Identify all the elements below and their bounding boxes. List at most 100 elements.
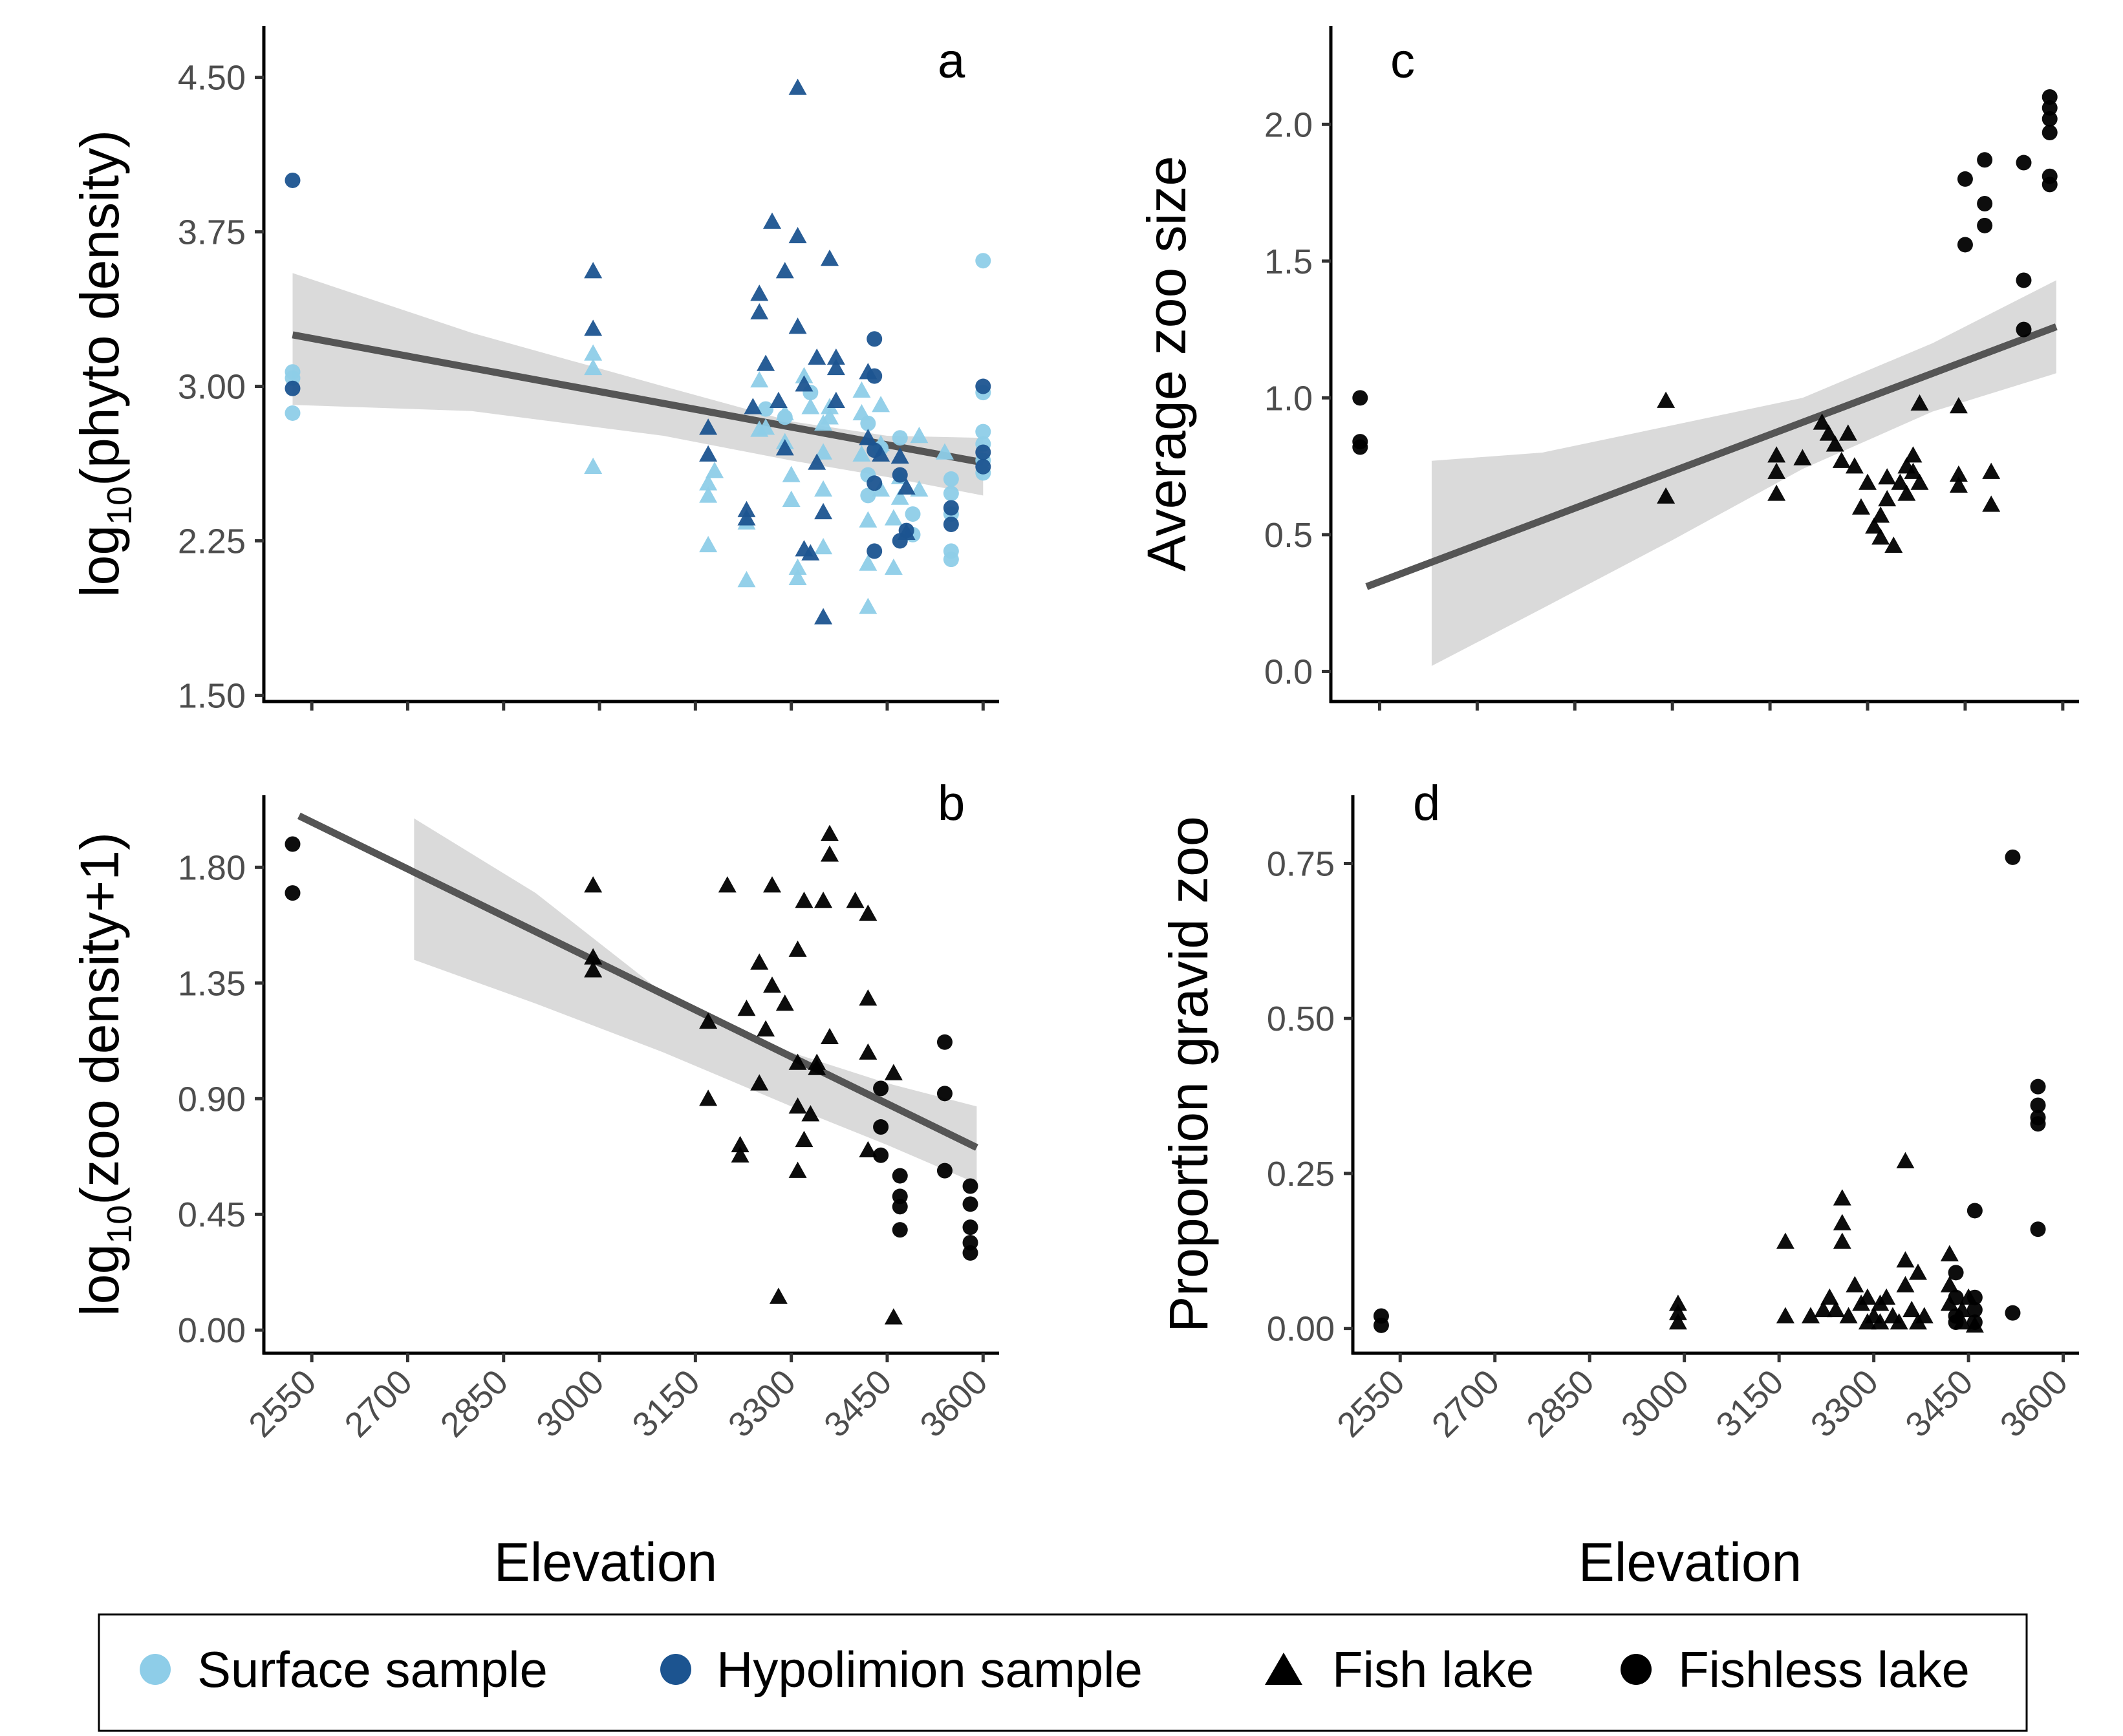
- point-fish-triangle: [1776, 1232, 1794, 1249]
- point-fish-triangle: [750, 953, 769, 970]
- point-fishless-circle: [1977, 152, 1993, 168]
- point-fish-triangle: [1902, 1300, 1921, 1318]
- point-hypolimnion-triangle: [699, 445, 718, 462]
- point-hypolimnion-circle: [867, 475, 883, 491]
- point-surface-triangle: [757, 418, 775, 435]
- point-fish-triangle: [1884, 536, 1903, 553]
- legend-label: Surface sample: [197, 1641, 548, 1698]
- point-surface-triangle: [859, 597, 878, 614]
- point-hypolimnion-triangle: [872, 445, 890, 462]
- point-fish-triangle: [788, 940, 807, 957]
- point-fish-triangle: [1846, 1276, 1864, 1292]
- x-axis-title: Elevation: [1579, 1532, 1802, 1592]
- point-surface-triangle: [814, 443, 833, 460]
- point-hypolimnion-triangle: [890, 447, 909, 464]
- point-fish-triangle: [788, 1053, 807, 1070]
- point-surface-triangle: [775, 403, 794, 421]
- point-hypolimnion-triangle: [897, 478, 916, 495]
- point-fish-triangle: [757, 1020, 775, 1037]
- point-hypolimnion-triangle: [750, 284, 769, 301]
- y-axis-title: log10(phyto density): [69, 130, 139, 597]
- point-surface-triangle: [801, 398, 820, 414]
- point-fish-triangle: [859, 989, 878, 1006]
- point-fish-triangle: [859, 1043, 878, 1060]
- point-surface-circle: [975, 423, 991, 440]
- point-fish-triangle: [814, 892, 833, 908]
- point-fishless-circle: [2042, 125, 2058, 140]
- point-fish-triangle: [884, 1308, 903, 1325]
- point-fish-triangle: [1767, 484, 1786, 501]
- point-fish-triangle: [763, 976, 782, 993]
- point-hypolimnion-triangle: [775, 439, 794, 456]
- point-fish-triangle: [788, 1097, 807, 1114]
- point-surface-circle: [860, 488, 876, 504]
- panels-group: 1.50 2.25 3.00 3.75 4.50 log10(phyto density)…: [69, 26, 2079, 1592]
- point-hypolimnion-triangle: [788, 78, 807, 95]
- point-fish-triangle: [1858, 1288, 1877, 1305]
- y-tick-label: 4.50: [178, 59, 246, 98]
- point-hypolimnion-triangle: [808, 453, 826, 470]
- point-surface-circle: [943, 552, 959, 568]
- point-fish-triangle: [801, 1105, 820, 1122]
- point-fishless-circle: [2030, 1116, 2046, 1132]
- point-fish-triangle: [1813, 413, 1831, 430]
- point-fish-triangle: [1668, 1313, 1687, 1330]
- point-fishless-circle: [892, 1222, 908, 1238]
- point-surface-circle: [975, 253, 991, 269]
- point-hypolimnion-triangle: [763, 212, 782, 229]
- point-fish-triangle: [763, 876, 782, 893]
- point-fish-triangle: [718, 876, 737, 893]
- point-fish-triangle: [1965, 1316, 1984, 1333]
- point-fish-triangle: [1949, 397, 1968, 414]
- point-fish-triangle: [1838, 424, 1857, 441]
- point-fish-triangle: [1819, 424, 1838, 441]
- point-hypolimnion-circle: [975, 378, 991, 394]
- point-fish-triangle: [1896, 1152, 1915, 1168]
- point-surface-triangle: [910, 480, 929, 497]
- point-hypolimnion-triangle: [859, 429, 878, 445]
- point-fish-triangle: [884, 1064, 903, 1080]
- point-fish-triangle: [1871, 506, 1890, 523]
- point-surface-triangle: [782, 466, 801, 482]
- point-surface-triangle: [884, 558, 903, 575]
- legend-key-circle: [660, 1654, 691, 1685]
- legend-key-triangle: [1265, 1653, 1302, 1685]
- point-fishless-circle: [2016, 155, 2032, 171]
- point-fish-triangle: [1827, 1300, 1846, 1318]
- point-fishless-circle: [2005, 1305, 2021, 1321]
- legend-box: [98, 1613, 2028, 1732]
- point-fish-triangle: [1801, 1307, 1820, 1323]
- y-tick-label: 1.5: [1264, 242, 1313, 281]
- point-fish-triangle: [1910, 394, 1929, 411]
- point-fish-triangle: [795, 1130, 814, 1148]
- point-fish-triangle: [1897, 484, 1916, 501]
- point-fish-triangle: [1908, 1263, 1927, 1280]
- point-fish-triangle: [1871, 1313, 1890, 1330]
- point-fish-triangle: [1833, 1189, 1851, 1206]
- point-fishless-circle: [873, 1119, 889, 1135]
- point-fishless-circle: [1967, 1302, 1983, 1318]
- fit-line-c: [1365, 323, 2058, 590]
- point-hypolimnion-triangle: [808, 348, 826, 365]
- point-surface-circle: [892, 430, 908, 446]
- panel-label-c: c: [1390, 34, 1415, 89]
- y-tick-label: 2.0: [1264, 105, 1313, 144]
- point-fish-triangle: [1877, 1288, 1896, 1305]
- point-hypolimnion-triangle: [769, 391, 788, 409]
- y-tick-label: 0.25: [1267, 1155, 1335, 1194]
- point-fish-triangle: [1814, 1300, 1833, 1318]
- point-surface-triangle: [737, 571, 756, 588]
- point-hypolimnion-triangle: [826, 391, 845, 409]
- point-hypolimnion-triangle: [699, 418, 718, 435]
- point-surface-triangle: [584, 358, 603, 376]
- point-surface-triangle: [782, 490, 801, 507]
- y-axis-title: Average zoo size: [1136, 156, 1197, 572]
- point-surface-triangle: [852, 403, 871, 421]
- point-fish-triangle: [1896, 1276, 1915, 1292]
- point-fishless-circle: [1977, 217, 1993, 233]
- point-fishless-circle: [1352, 439, 1368, 455]
- y-tick-label: 1.0: [1264, 379, 1313, 418]
- point-hypolimnion-triangle: [801, 544, 820, 561]
- point-fishless-circle: [2042, 111, 2058, 127]
- point-surface-triangle: [584, 457, 603, 474]
